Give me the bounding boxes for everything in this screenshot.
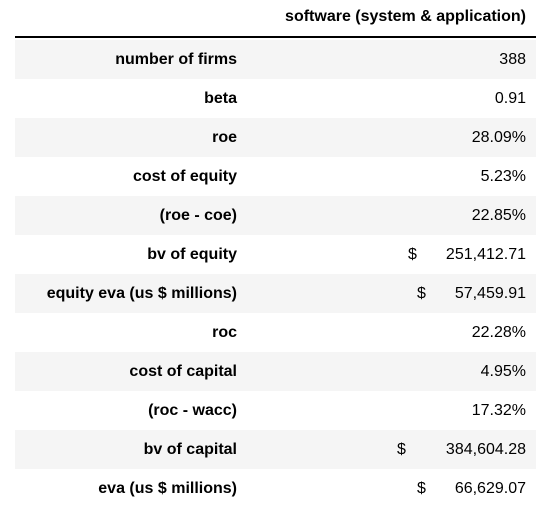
row-value: 17.32% xyxy=(471,402,526,419)
row-label: roe xyxy=(212,129,237,146)
row-label: cost of capital xyxy=(129,363,237,380)
table-row: cost of capital 4.95% xyxy=(15,352,536,391)
table-row: roe 28.09% xyxy=(15,118,536,157)
table-row: (roc - wacc) 17.32% xyxy=(15,391,536,430)
table-row: (roe - coe) 22.85% xyxy=(15,196,536,235)
row-value: 384,604.28 xyxy=(445,441,526,458)
row-label: number of firms xyxy=(115,51,237,68)
row-label: (roc - wacc) xyxy=(148,402,237,419)
row-label: roc xyxy=(212,324,237,341)
row-value: 28.09% xyxy=(471,129,526,146)
row-value: 57,459.91 xyxy=(454,285,526,302)
currency-symbol: $ xyxy=(408,246,417,263)
table-row: cost of equity 5.23% xyxy=(15,157,536,196)
table-row: number of firms 388 xyxy=(15,40,536,79)
table-header-row: software (system & application) xyxy=(15,0,536,38)
row-label: eva (us $ millions) xyxy=(98,480,237,497)
table-row: eva (us $ millions) $66,629.07 xyxy=(15,469,536,508)
row-label: bv of equity xyxy=(147,246,237,263)
table-row: equity eva (us $ millions) $57,459.91 xyxy=(15,274,536,313)
column-header: software (system & application) xyxy=(285,8,526,25)
table-row: roc 22.28% xyxy=(15,313,536,352)
currency-symbol: $ xyxy=(397,441,406,458)
table-row: bv of capital $384,604.28 xyxy=(15,430,536,469)
currency-symbol: $ xyxy=(417,285,426,302)
row-value: 388 xyxy=(499,51,526,68)
row-value: 251,412.71 xyxy=(445,246,526,263)
row-label: bv of capital xyxy=(143,441,237,458)
row-label: beta xyxy=(204,90,237,107)
row-label: (roe - coe) xyxy=(159,207,237,224)
row-label: cost of equity xyxy=(132,168,237,185)
table-row: beta 0.91 xyxy=(15,79,536,118)
row-value: 5.23% xyxy=(480,168,526,185)
row-label: equity eva (us $ millions) xyxy=(46,285,237,302)
table-body: number of firms 388 beta 0.91 roe 28.09% cost … xyxy=(15,40,536,508)
row-value: 22.85% xyxy=(471,207,526,224)
row-value: 4.95% xyxy=(480,363,526,380)
currency-symbol: $ xyxy=(417,480,426,497)
row-value: 22.28% xyxy=(471,324,526,341)
row-value: 0.91 xyxy=(494,90,526,107)
table-row: bv of equity $251,412.71 xyxy=(15,235,536,274)
row-value: 66,629.07 xyxy=(454,480,526,497)
